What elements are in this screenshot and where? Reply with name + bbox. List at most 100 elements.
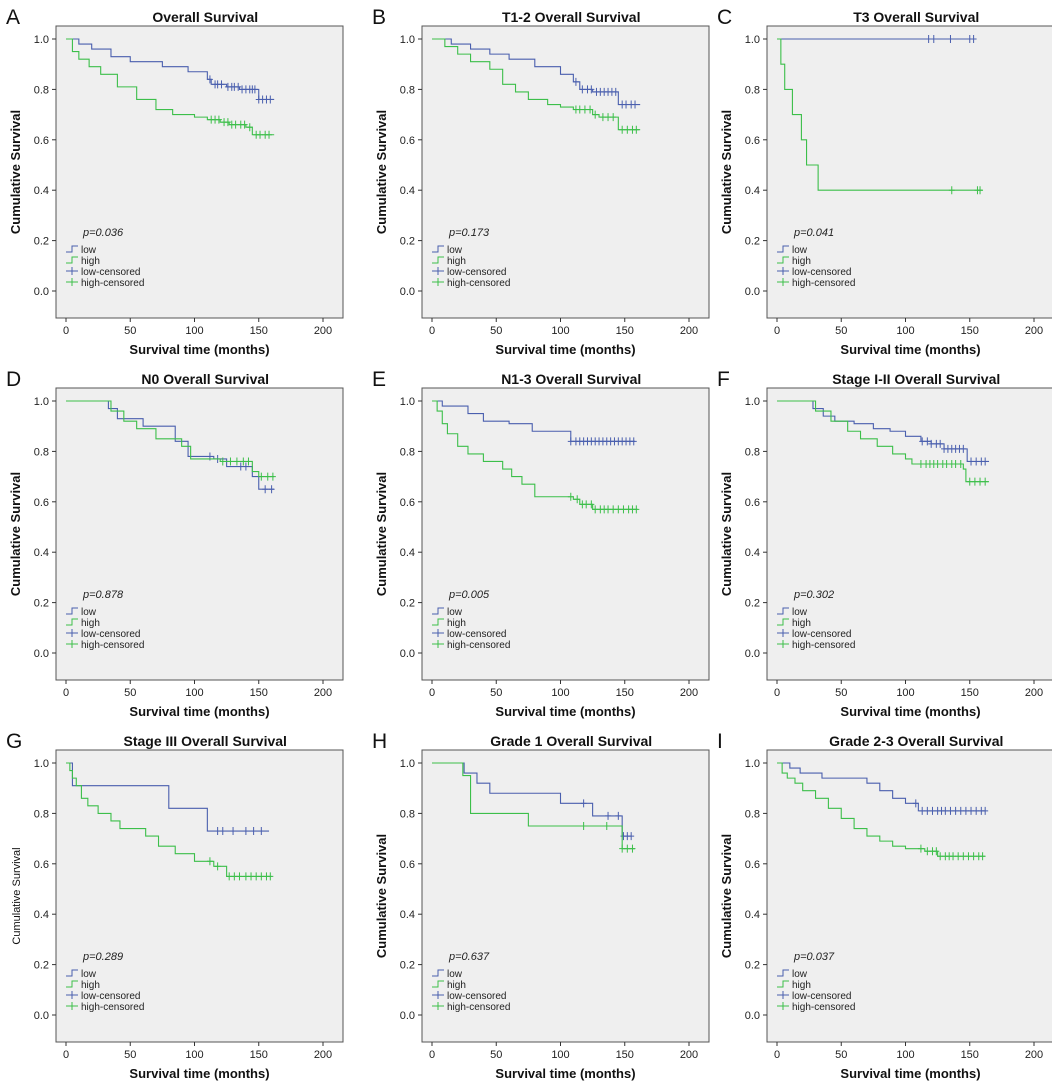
legend-label-low-censored: low-censored <box>81 629 140 640</box>
y-axis-title: Cumulative Survival <box>374 110 389 234</box>
chart-title: T3 Overall Survival <box>853 9 979 25</box>
legend-label-high: high <box>447 980 466 991</box>
y-tick-label: 0.4 <box>745 547 760 559</box>
censor-mark-high <box>231 872 238 881</box>
legend-label-low-censored: low-censored <box>447 991 506 1002</box>
censor-mark-low <box>580 799 587 808</box>
censor-mark-low <box>982 806 989 815</box>
survival-curve-high <box>66 762 272 877</box>
y-tick-label: 1.0 <box>745 396 760 408</box>
legend-symbol-low-censored <box>432 991 444 999</box>
p-value: p=0.005 <box>448 589 490 601</box>
legend-label-low: low <box>447 607 463 618</box>
panel-c: C T3 Overall Survival 0.0 0.2 0.4 0.6 0.8 1.0 0 5… <box>711 0 1052 362</box>
plot-area <box>766 25 1052 319</box>
censor-mark-low <box>250 827 257 836</box>
x-tick-label: 150 <box>616 1049 634 1061</box>
legend-symbol-low <box>66 245 78 253</box>
legend-label-low-censored: low-censored <box>792 991 851 1002</box>
y-tick-label: 1.0 <box>745 758 760 770</box>
censor-mark-high <box>943 460 950 468</box>
legend-symbol-high <box>66 980 78 988</box>
censor-mark-high <box>924 847 931 856</box>
censor-mark-high <box>583 500 590 509</box>
censor-mark-high <box>264 472 271 481</box>
y-axis-title: Cumulative Survival <box>8 110 23 234</box>
censor-mark-high <box>979 852 986 861</box>
legend-symbol-low-censored <box>777 991 789 999</box>
km-chart-b: B T1-2 Overall Survival 0.0 0.2 0.4 0.6 0.8 1.0… <box>372 6 710 357</box>
censor-mark-high <box>567 492 574 501</box>
p-value: p=0.878 <box>82 589 124 601</box>
x-tick-label: 0 <box>774 687 780 699</box>
censor-mark-low <box>579 85 586 94</box>
y-tick-label: 0.0 <box>400 648 415 660</box>
censor-mark-low <box>919 437 926 446</box>
censor-mark-low <box>970 35 977 43</box>
x-tick-label: 100 <box>896 325 914 337</box>
x-tick-label: 50 <box>490 687 502 699</box>
censor-mark-low <box>612 87 619 96</box>
legend-label-low-censored: low-censored <box>447 629 506 640</box>
legend-symbol-high-censored <box>432 1002 444 1010</box>
y-tick-label: 0.6 <box>745 859 760 871</box>
censor-mark-low <box>947 806 954 815</box>
censor-mark-high <box>917 844 924 853</box>
censor-mark-low <box>930 35 937 43</box>
survival-curve-high <box>777 400 990 483</box>
censor-mark-high <box>605 505 612 514</box>
x-tick-label: 100 <box>896 1049 914 1061</box>
km-chart-g: G Stage III Overall Survival 0.0 0.2 0.4 0.6 0… <box>6 730 344 1081</box>
legend-label-high-censored: high-censored <box>447 278 510 289</box>
panel-letter: A <box>6 6 20 29</box>
x-tick-label: 150 <box>250 325 268 337</box>
censor-mark-low <box>952 806 959 815</box>
censor-mark-high <box>206 857 213 866</box>
censor-mark-high <box>605 113 612 122</box>
censor-mark-high <box>266 130 273 139</box>
y-tick-label: 0.2 <box>745 598 760 610</box>
censor-mark-high <box>624 844 631 853</box>
y-tick-label: 0.4 <box>400 909 415 921</box>
legend-label-high: high <box>447 256 466 267</box>
censor-mark-high <box>233 457 240 466</box>
y-tick-label: 0.0 <box>34 648 49 660</box>
censor-mark-low <box>251 85 258 94</box>
x-tick-label: 150 <box>961 687 979 699</box>
censor-mark-high <box>970 852 977 861</box>
y-tick-label: 0.2 <box>34 598 49 610</box>
x-tick-label: 200 <box>680 325 698 337</box>
censor-mark-high <box>269 472 276 481</box>
y-tick-label: 0.6 <box>400 497 415 509</box>
survival-curve-high <box>66 400 275 478</box>
y-tick-label: 0.4 <box>745 909 760 921</box>
censor-mark-high <box>633 505 640 514</box>
y-tick-label: 0.8 <box>400 446 415 458</box>
censor-mark-high <box>267 872 274 881</box>
censor-mark-high <box>253 872 260 881</box>
x-tick-label: 200 <box>314 1049 332 1061</box>
censor-mark-high <box>592 110 599 119</box>
y-tick-label: 0.0 <box>745 286 760 298</box>
censor-mark-low <box>623 100 630 109</box>
legend-symbol-high-censored <box>432 640 444 648</box>
y-axis-title: Cumulative Survival <box>8 472 23 596</box>
censor-mark-high <box>948 186 955 195</box>
plot-area <box>55 387 344 681</box>
y-tick-label: 0.6 <box>34 135 49 147</box>
y-axis-title: Cumulative Survival <box>374 834 389 958</box>
p-value: p=0.036 <box>82 227 124 239</box>
y-tick-label: 0.6 <box>34 859 49 871</box>
censor-mark-high <box>950 852 957 861</box>
legend-label-low-censored: low-censored <box>81 267 140 278</box>
censor-mark-low <box>968 806 975 815</box>
censor-mark-high <box>581 105 588 114</box>
censor-mark-low <box>632 100 639 109</box>
censor-mark-high <box>227 457 234 466</box>
chart-title: Stage I-II Overall Survival <box>832 371 1000 387</box>
censor-mark-low <box>605 811 612 820</box>
x-tick-label: 200 <box>314 687 332 699</box>
legend-symbol-high <box>66 618 78 626</box>
legend-symbol-high <box>432 256 444 264</box>
y-tick-label: 0.8 <box>745 84 760 96</box>
